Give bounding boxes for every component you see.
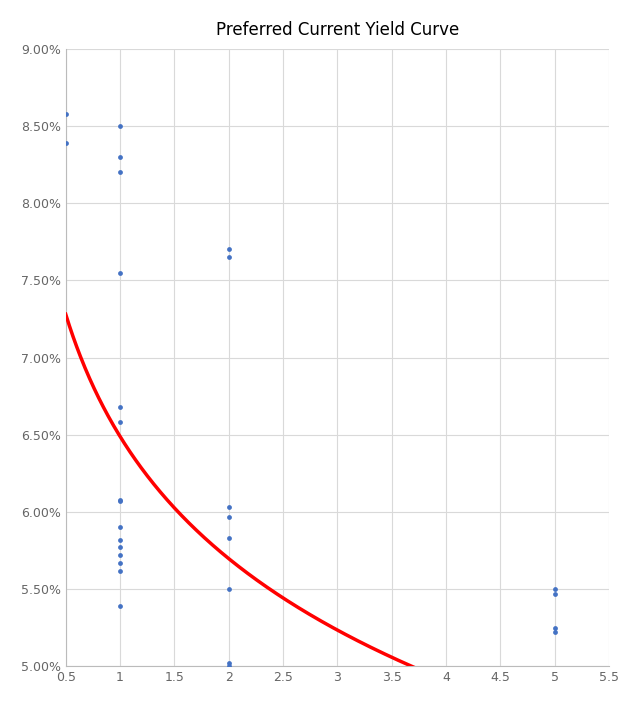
Point bbox=[550, 627, 560, 638]
Point bbox=[115, 541, 125, 553]
Point bbox=[223, 511, 234, 522]
Point bbox=[223, 584, 234, 595]
Point bbox=[115, 601, 125, 612]
Title: Preferred Current Yield Curve: Preferred Current Yield Curve bbox=[216, 21, 459, 39]
Point bbox=[61, 108, 71, 119]
Point bbox=[115, 494, 125, 505]
Point bbox=[115, 496, 125, 507]
Point bbox=[115, 549, 125, 560]
Point bbox=[115, 121, 125, 132]
Point bbox=[223, 502, 234, 513]
Point bbox=[550, 622, 560, 633]
Point bbox=[223, 658, 234, 669]
Point bbox=[223, 661, 234, 672]
Point bbox=[223, 244, 234, 255]
Point bbox=[115, 151, 125, 162]
Point bbox=[115, 522, 125, 533]
Point bbox=[550, 584, 560, 595]
Point bbox=[115, 267, 125, 278]
Point bbox=[223, 252, 234, 263]
Point bbox=[115, 534, 125, 546]
Point bbox=[115, 166, 125, 178]
Point bbox=[115, 401, 125, 412]
Point bbox=[115, 557, 125, 568]
Point bbox=[115, 565, 125, 576]
Point bbox=[550, 588, 560, 599]
Point bbox=[115, 417, 125, 428]
Point bbox=[223, 532, 234, 544]
Point bbox=[61, 137, 71, 149]
